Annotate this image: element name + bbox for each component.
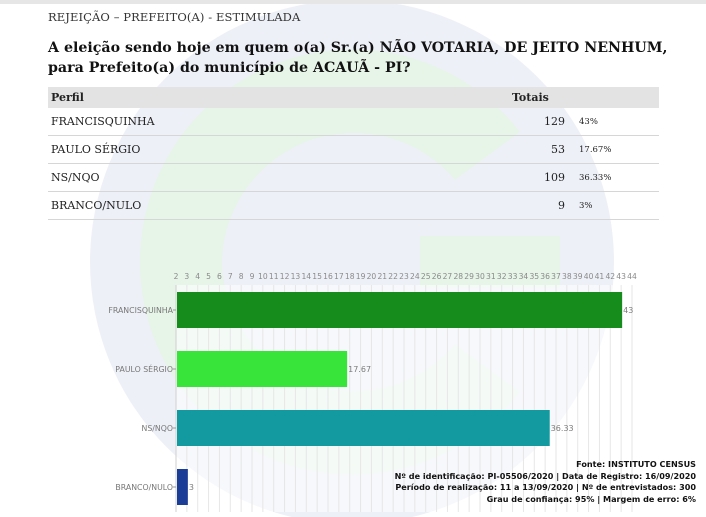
category-label: NS/NQO [141,424,173,433]
x-tick-label: 39 [573,272,583,281]
data-label: 3 [189,483,194,492]
x-tick-label: 7 [228,272,233,281]
bar [177,410,550,446]
table-row: NS/NQO 109 36.33% [48,163,659,192]
x-tick-label: 38 [562,272,572,281]
source-footer: Fonte: INSTITUTO CENSUS Nº de identifica… [395,459,696,505]
row-percent: 3% [565,191,659,220]
category-label: BRANCO/NULO [115,483,173,492]
x-tick-label: 37 [551,272,561,281]
x-tick-label: 41 [595,272,605,281]
page-subtitle: REJEIÇÃO – PREFEITO(A) - ESTIMULADA [48,10,301,24]
x-tick-label: 36 [540,272,550,281]
x-tick-label: 21 [377,272,387,281]
x-tick-label: 44 [627,272,637,281]
x-tick-label: 11 [269,272,279,281]
x-tick-label: 15 [312,272,322,281]
data-label: 43 [623,306,633,315]
row-count: 129 [512,108,565,136]
x-tick-label: 14 [301,272,311,281]
top-rule [0,0,706,4]
data-label: 17.67 [348,365,371,374]
x-tick-label: 19 [356,272,366,281]
category-label: PAULO SÉRGIO [115,365,173,374]
table-row: PAULO SÉRGIO 53 17.67% [48,135,659,164]
row-count: 53 [512,135,565,164]
x-tick-label: 13 [291,272,301,281]
x-tick-label: 29 [464,272,474,281]
x-tick-label: 40 [584,272,594,281]
row-percent: 43% [565,108,659,136]
row-name: BRANCO/NULO [48,191,512,220]
table-row: BRANCO/NULO 9 3% [48,191,659,220]
x-tick-label: 20 [367,272,377,281]
x-tick-label: 18 [345,272,355,281]
footer-period: Período de realização: 11 a 13/09/2020 |… [395,482,696,493]
x-tick-label: 17 [334,272,344,281]
x-tick-label: 27 [443,272,453,281]
x-tick-label: 23 [399,272,409,281]
x-tick-label: 4 [195,272,200,281]
x-tick-label: 30 [475,272,485,281]
x-tick-label: 9 [250,272,255,281]
x-tick-label: 10 [258,272,268,281]
x-tick-label: 2 [174,272,179,281]
x-tick-label: 8 [239,272,244,281]
x-tick-label: 16 [323,272,333,281]
footer-registration: Nº de identificação: PI-05506/2020 | Dat… [394,470,696,481]
bar [177,292,623,328]
table-header-row: Perfil Totais [48,87,659,108]
row-percent: 36.33% [565,163,659,192]
bar [177,469,188,505]
x-tick-label: 24 [410,272,420,281]
column-header-totals: Totais [512,87,659,108]
x-tick-label: 31 [486,272,496,281]
x-tick-label: 33 [508,272,518,281]
table-row: FRANCISQUINHA 129 43% [48,108,659,136]
row-name: NS/NQO [48,163,512,192]
category-label: FRANCISQUINHA [108,306,173,315]
x-tick-label: 34 [519,272,529,281]
x-tick-label: 28 [453,272,463,281]
x-tick-label: 3 [184,272,189,281]
x-tick-label: 26 [432,272,442,281]
survey-question: A eleição sendo hoje em quem o(a) Sr.(a)… [48,40,668,76]
bar [177,351,348,387]
row-percent: 17.67% [565,135,659,164]
x-tick-label: 5 [206,272,211,281]
row-count: 109 [512,163,565,192]
row-name: FRANCISQUINHA [48,108,512,136]
x-tick-label: 12 [280,272,290,281]
row-count: 9 [512,191,565,220]
footer-confidence: Grau de confiança: 95% | Margem de erro:… [486,493,696,504]
x-tick-label: 22 [388,272,398,281]
footer-source: Fonte: INSTITUTO CENSUS [576,459,696,469]
x-tick-label: 32 [497,272,507,281]
x-tick-label: 42 [605,272,615,281]
results-table: Perfil Totais FRANCISQUINHA 129 43% PAUL… [48,87,659,220]
x-tick-label: 35 [529,272,539,281]
row-name: PAULO SÉRGIO [48,135,512,164]
x-tick-label: 43 [616,272,626,281]
x-tick-label: 6 [217,272,222,281]
column-header-profile: Perfil [48,87,512,108]
x-tick-label: 25 [421,272,431,281]
data-label: 36.33 [551,424,574,433]
